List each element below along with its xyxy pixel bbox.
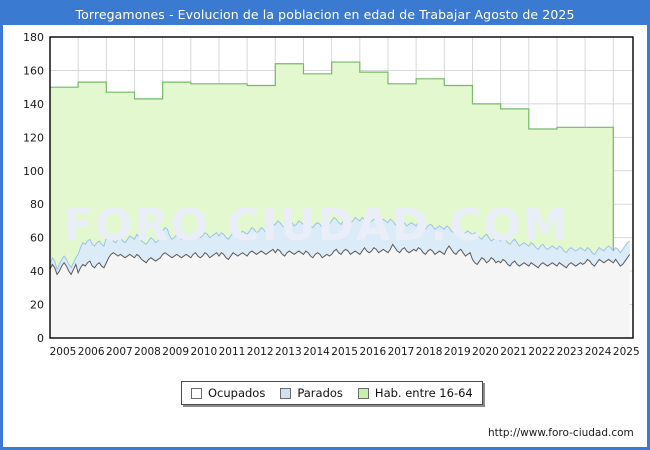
svg-text:2007: 2007: [106, 346, 133, 358]
svg-text:2014: 2014: [303, 346, 330, 358]
svg-text:2022: 2022: [528, 346, 555, 358]
svg-text:80: 80: [30, 198, 44, 211]
svg-text:2017: 2017: [388, 346, 415, 358]
svg-text:2016: 2016: [359, 346, 386, 358]
legend-label-parados: Parados: [297, 386, 343, 400]
legend-item-habitantes: Hab. entre 16-64: [357, 386, 473, 400]
svg-text:2008: 2008: [134, 346, 161, 358]
footer-url: http://www.foro-ciudad.com: [488, 427, 634, 439]
svg-text:180: 180: [23, 31, 44, 44]
svg-text:2010: 2010: [190, 346, 217, 358]
svg-text:60: 60: [30, 232, 44, 245]
svg-text:2012: 2012: [247, 346, 274, 358]
svg-text:2025: 2025: [613, 346, 640, 358]
window-title-bar: Torregamones - Evolucion de la poblacion…: [3, 3, 647, 25]
svg-text:2021: 2021: [500, 346, 527, 358]
svg-text:2006: 2006: [78, 346, 105, 358]
chart-legend: Ocupados Parados Hab. entre 16-64: [181, 381, 483, 405]
svg-text:2005: 2005: [50, 346, 77, 358]
svg-text:2009: 2009: [162, 346, 189, 358]
svg-text:2020: 2020: [472, 346, 499, 358]
svg-text:2023: 2023: [557, 346, 584, 358]
page-title: Torregamones - Evolucion de la poblacion…: [75, 6, 575, 22]
svg-text:0: 0: [37, 332, 44, 345]
svg-text:2018: 2018: [416, 346, 443, 358]
svg-text:140: 140: [23, 98, 44, 111]
svg-text:2024: 2024: [585, 346, 612, 358]
svg-text:160: 160: [23, 64, 44, 77]
svg-text:2015: 2015: [331, 346, 358, 358]
svg-text:100: 100: [23, 165, 44, 178]
svg-text:40: 40: [30, 265, 44, 278]
svg-text:120: 120: [23, 131, 44, 144]
legend-swatch-ocupados: [191, 387, 202, 399]
svg-text:2013: 2013: [275, 346, 302, 358]
legend-item-ocupados: Ocupados: [191, 386, 265, 400]
chart-canvas: 0 20 40 60 80 100 120 140 160 180 2005 2006 2007 2008…: [23, 31, 640, 358]
legend-swatch-habitantes: [357, 387, 369, 399]
svg-text:2011: 2011: [219, 346, 246, 358]
legend-label-ocupados: Ocupados: [208, 386, 266, 400]
svg-text:2019: 2019: [444, 346, 471, 358]
legend-swatch-parados: [280, 387, 292, 399]
legend-label-habitantes: Hab. entre 16-64: [374, 386, 473, 400]
legend-item-parados: Parados: [280, 386, 343, 400]
svg-text:20: 20: [30, 299, 44, 312]
